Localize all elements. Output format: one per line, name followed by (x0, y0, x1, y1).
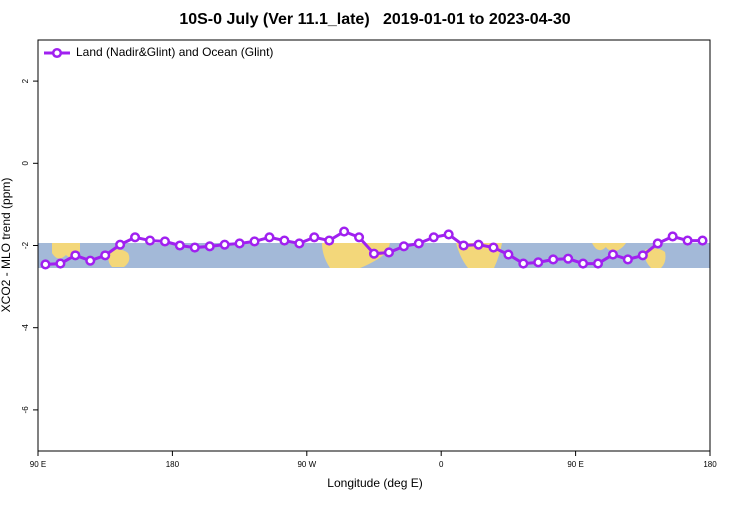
y-tick-label: -4 (21, 324, 30, 332)
point (682, 235, 693, 246)
point (622, 254, 633, 265)
point (204, 241, 215, 252)
y-tick-label: 0 (21, 161, 30, 166)
point (234, 238, 245, 249)
point (309, 232, 320, 243)
x-tick-label: 90 W (297, 460, 316, 469)
point (159, 236, 170, 247)
point (368, 248, 380, 259)
point (667, 231, 678, 242)
point (578, 258, 589, 269)
point (144, 235, 156, 246)
point (488, 242, 499, 253)
map-strip (38, 243, 710, 268)
point (130, 232, 141, 243)
point (592, 258, 604, 269)
point (563, 253, 574, 264)
point (607, 249, 618, 260)
legend-label: Land (Nadir&Glint) and Ocean (Glint) (76, 45, 273, 59)
point (637, 250, 648, 261)
point (115, 239, 126, 250)
x-tick-label: 90 E (30, 460, 46, 469)
point (279, 235, 290, 246)
point (473, 239, 484, 250)
point (219, 239, 230, 250)
point (339, 226, 350, 237)
point (533, 257, 544, 268)
point (458, 240, 469, 251)
chart-title: 10S-0 July (Ver 11.1_late) 2019-01-01 to… (179, 11, 570, 28)
point (40, 259, 51, 270)
point (189, 242, 200, 253)
point (85, 255, 96, 266)
x-tick-label: 0 (439, 460, 444, 469)
point (413, 238, 424, 249)
point (70, 250, 81, 261)
y-tick-label: -2 (21, 241, 30, 249)
x-tick-label: 90 E (567, 460, 583, 469)
point (294, 238, 305, 249)
point (174, 240, 185, 251)
y-axis-title: XCO2 - MLO trend (ppm) (0, 178, 13, 313)
point (652, 238, 663, 249)
point (503, 249, 514, 260)
point (100, 250, 111, 261)
y-tick-label: -6 (21, 406, 30, 414)
point (55, 258, 66, 269)
point (548, 254, 559, 265)
point (428, 232, 439, 243)
point (443, 229, 454, 240)
y-tick-label: 2 (21, 78, 30, 83)
point (383, 247, 394, 258)
point (264, 232, 275, 243)
point (518, 258, 529, 269)
point (398, 241, 409, 252)
x-axis-title: Longitude (deg E) (327, 476, 422, 490)
x-tick-label: 180 (166, 460, 180, 469)
legend-marker (51, 47, 63, 59)
point (249, 236, 260, 247)
x-tick-label: 180 (703, 460, 717, 469)
point (697, 235, 708, 246)
point (324, 235, 335, 246)
point (354, 232, 365, 243)
